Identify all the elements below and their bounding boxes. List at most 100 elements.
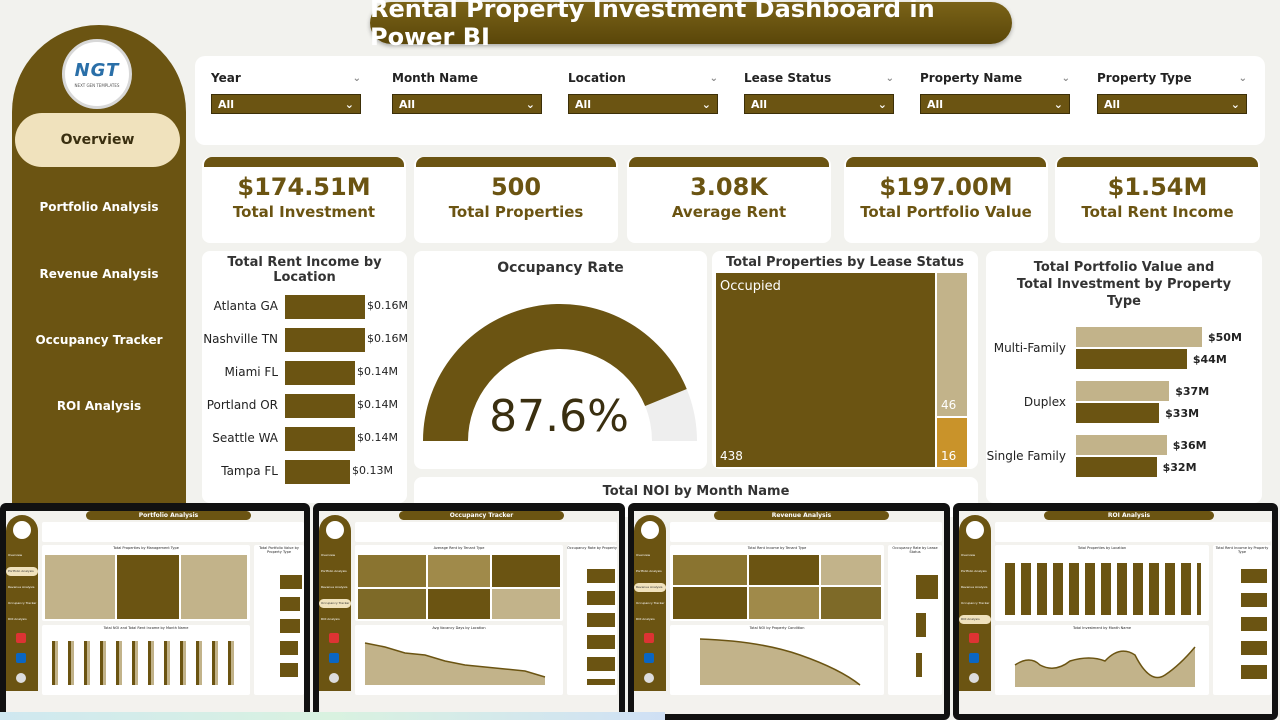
chevron-down-icon: ⌄ [1053,97,1063,111]
nav-occupancy-tracker[interactable]: Occupancy Tracker [35,333,163,347]
thumbnail-portfolio-analysis[interactable]: Overview Portfolio Analysis Revenue Anal… [0,503,310,720]
thumbnail-roi-analysis[interactable]: Overview Portfolio Analysis Revenue Anal… [953,503,1278,720]
youtube-icon [16,633,26,643]
chevron-down-icon: ⌄ [877,97,887,111]
kpi-total-investment: $174.51M Total Investment [202,157,406,243]
portfolio-value-bar[interactable] [1076,435,1167,455]
nav-overview[interactable]: Overview [15,113,180,167]
investment-bar[interactable] [1076,349,1187,369]
treemap-occupied[interactable]: Occupied 438 [716,273,935,467]
nav-roi-analysis[interactable]: ROI Analysis [56,399,142,413]
youtube-icon [644,633,654,643]
bottom-strip [0,712,665,720]
ngt-icon [16,673,26,683]
location-value: $0.14M [357,431,398,444]
chevron-down-icon[interactable]: ⌄ [709,72,718,84]
chevron-down-icon[interactable]: ⌄ [352,72,361,84]
filter-year: Year ⌄ All ⌄ [211,68,361,114]
filter-panel: Year ⌄ All ⌄ Month Name All ⌄ Location ⌄ All… [195,56,1265,145]
location-bar[interactable] [285,460,350,484]
nav-revenue-analysis[interactable]: Revenue Analysis [39,267,159,281]
dashboard-title: Rental Property Investment Dashboard in … [370,0,1012,51]
portfolio-value-bar[interactable] [1076,381,1170,401]
property-type-label: Single Family [986,449,1066,463]
location-value: $0.16M [367,299,407,312]
lease-status-treemap: Total Properties by Lease Status Occupie… [712,251,978,469]
location-label: Miami FL [224,365,278,379]
kpi-total-properties: 500 Total Properties [414,157,618,243]
treemap-segment-3[interactable]: 16 [937,418,967,467]
location-value: $0.14M [357,365,398,378]
youtube-icon [969,633,979,643]
year-dropdown[interactable]: All ⌄ [211,94,361,114]
location-label: Seattle WA [212,431,278,445]
location-bar-row[interactable]: Atlanta GA $0.16M [202,293,407,321]
chevron-down-icon[interactable]: ⌄ [885,72,894,84]
lease-status-dropdown[interactable]: All ⌄ [744,94,894,114]
kpi-total-portfolio-value: $197.00M Total Portfolio Value [844,157,1048,243]
kpi-average-rent: 3.08K Average Rent [627,157,831,243]
portfolio-by-type-chart: Total Portfolio Value and Total Investme… [986,251,1262,503]
property-name-dropdown[interactable]: All ⌄ [920,94,1070,114]
occupancy-value: 87.6% [489,391,629,442]
location-bar[interactable] [285,394,355,418]
rent-by-location-chart: Total Rent Income by Location Atlanta GA… [202,251,407,503]
location-bar[interactable] [285,361,355,385]
linkedin-icon [969,653,979,663]
chevron-down-icon: ⌄ [1230,97,1240,111]
location-label: Tampa FL [221,464,278,478]
youtube-icon [329,633,339,643]
linkedin-icon [329,653,339,663]
location-bar-row[interactable]: Miami FL $0.14M [202,359,402,387]
thumbnail-occupancy-tracker[interactable]: Overview Portfolio Analysis Revenue Anal… [313,503,625,720]
location-bar-row[interactable]: Seattle WA $0.14M [202,425,402,453]
nav-portfolio-analysis[interactable]: Portfolio Analysis [39,200,159,214]
kpi-total-rent-income: $1.54M Total Rent Income [1055,157,1260,243]
property-type-label: Duplex [1023,395,1066,409]
portfolio-value-label: $37M [1175,385,1210,398]
location-label: Nashville TN [203,332,278,346]
location-value: $0.14M [357,398,398,411]
investment-bar[interactable] [1076,457,1157,477]
ngt-logo: NGT NEXT GEN TEMPLATES [62,39,132,109]
location-value: $0.13M [352,464,393,477]
chevron-down-icon[interactable]: ⌄ [1061,72,1070,84]
sidebar: NGT NEXT GEN TEMPLATES Overview Portfoli… [12,25,186,515]
ngt-icon [644,673,654,683]
portfolio-value-label: $50M [1208,331,1242,344]
filter-property-type: Property Type ⌄ All ⌄ [1097,68,1247,114]
filter-lease-status: Lease Status ⌄ All ⌄ [744,68,894,114]
occupancy-gauge-card: Occupancy Rate 87.6% [414,251,707,469]
portfolio-value-bar[interactable] [1076,327,1202,347]
chevron-down-icon[interactable]: ⌄ [1238,72,1247,84]
filter-property-name: Property Name ⌄ All ⌄ [920,68,1070,114]
chevron-down-icon: ⌄ [344,97,354,111]
location-bar[interactable] [285,328,365,352]
ngt-icon [329,673,339,683]
location-label: Atlanta GA [213,299,278,313]
thumbnail-revenue-analysis[interactable]: Overview Portfolio Analysis Revenue Anal… [628,503,950,720]
property-type-dropdown[interactable]: All ⌄ [1097,94,1247,114]
month-dropdown[interactable]: All ⌄ [392,94,542,114]
filter-month-name: Month Name All ⌄ [392,68,542,114]
investment-bar[interactable] [1076,403,1160,423]
chevron-down-icon: ⌄ [701,97,711,111]
linkedin-icon [16,653,26,663]
location-bar[interactable] [285,427,355,451]
location-bar-row[interactable]: Nashville TN $0.16M [202,326,407,354]
location-dropdown[interactable]: All ⌄ [568,94,718,114]
location-bar[interactable] [285,295,365,319]
chevron-down-icon: ⌄ [525,97,535,111]
investment-value-label: $33M [1165,407,1200,420]
occupancy-gauge [423,303,697,441]
location-value: $0.16M [367,332,407,345]
property-type-label: Multi-Family [993,341,1066,355]
portfolio-value-label: $36M [1172,439,1207,452]
location-bar-row[interactable]: Tampa FL $0.13M [202,458,402,486]
investment-value-label: $44M [1192,353,1227,366]
ngt-icon [969,673,979,683]
linkedin-icon [644,653,654,663]
investment-value-label: $32M [1162,461,1197,474]
location-bar-row[interactable]: Portland OR $0.14M [202,392,402,420]
treemap-segment-2[interactable]: 46 [937,273,967,416]
